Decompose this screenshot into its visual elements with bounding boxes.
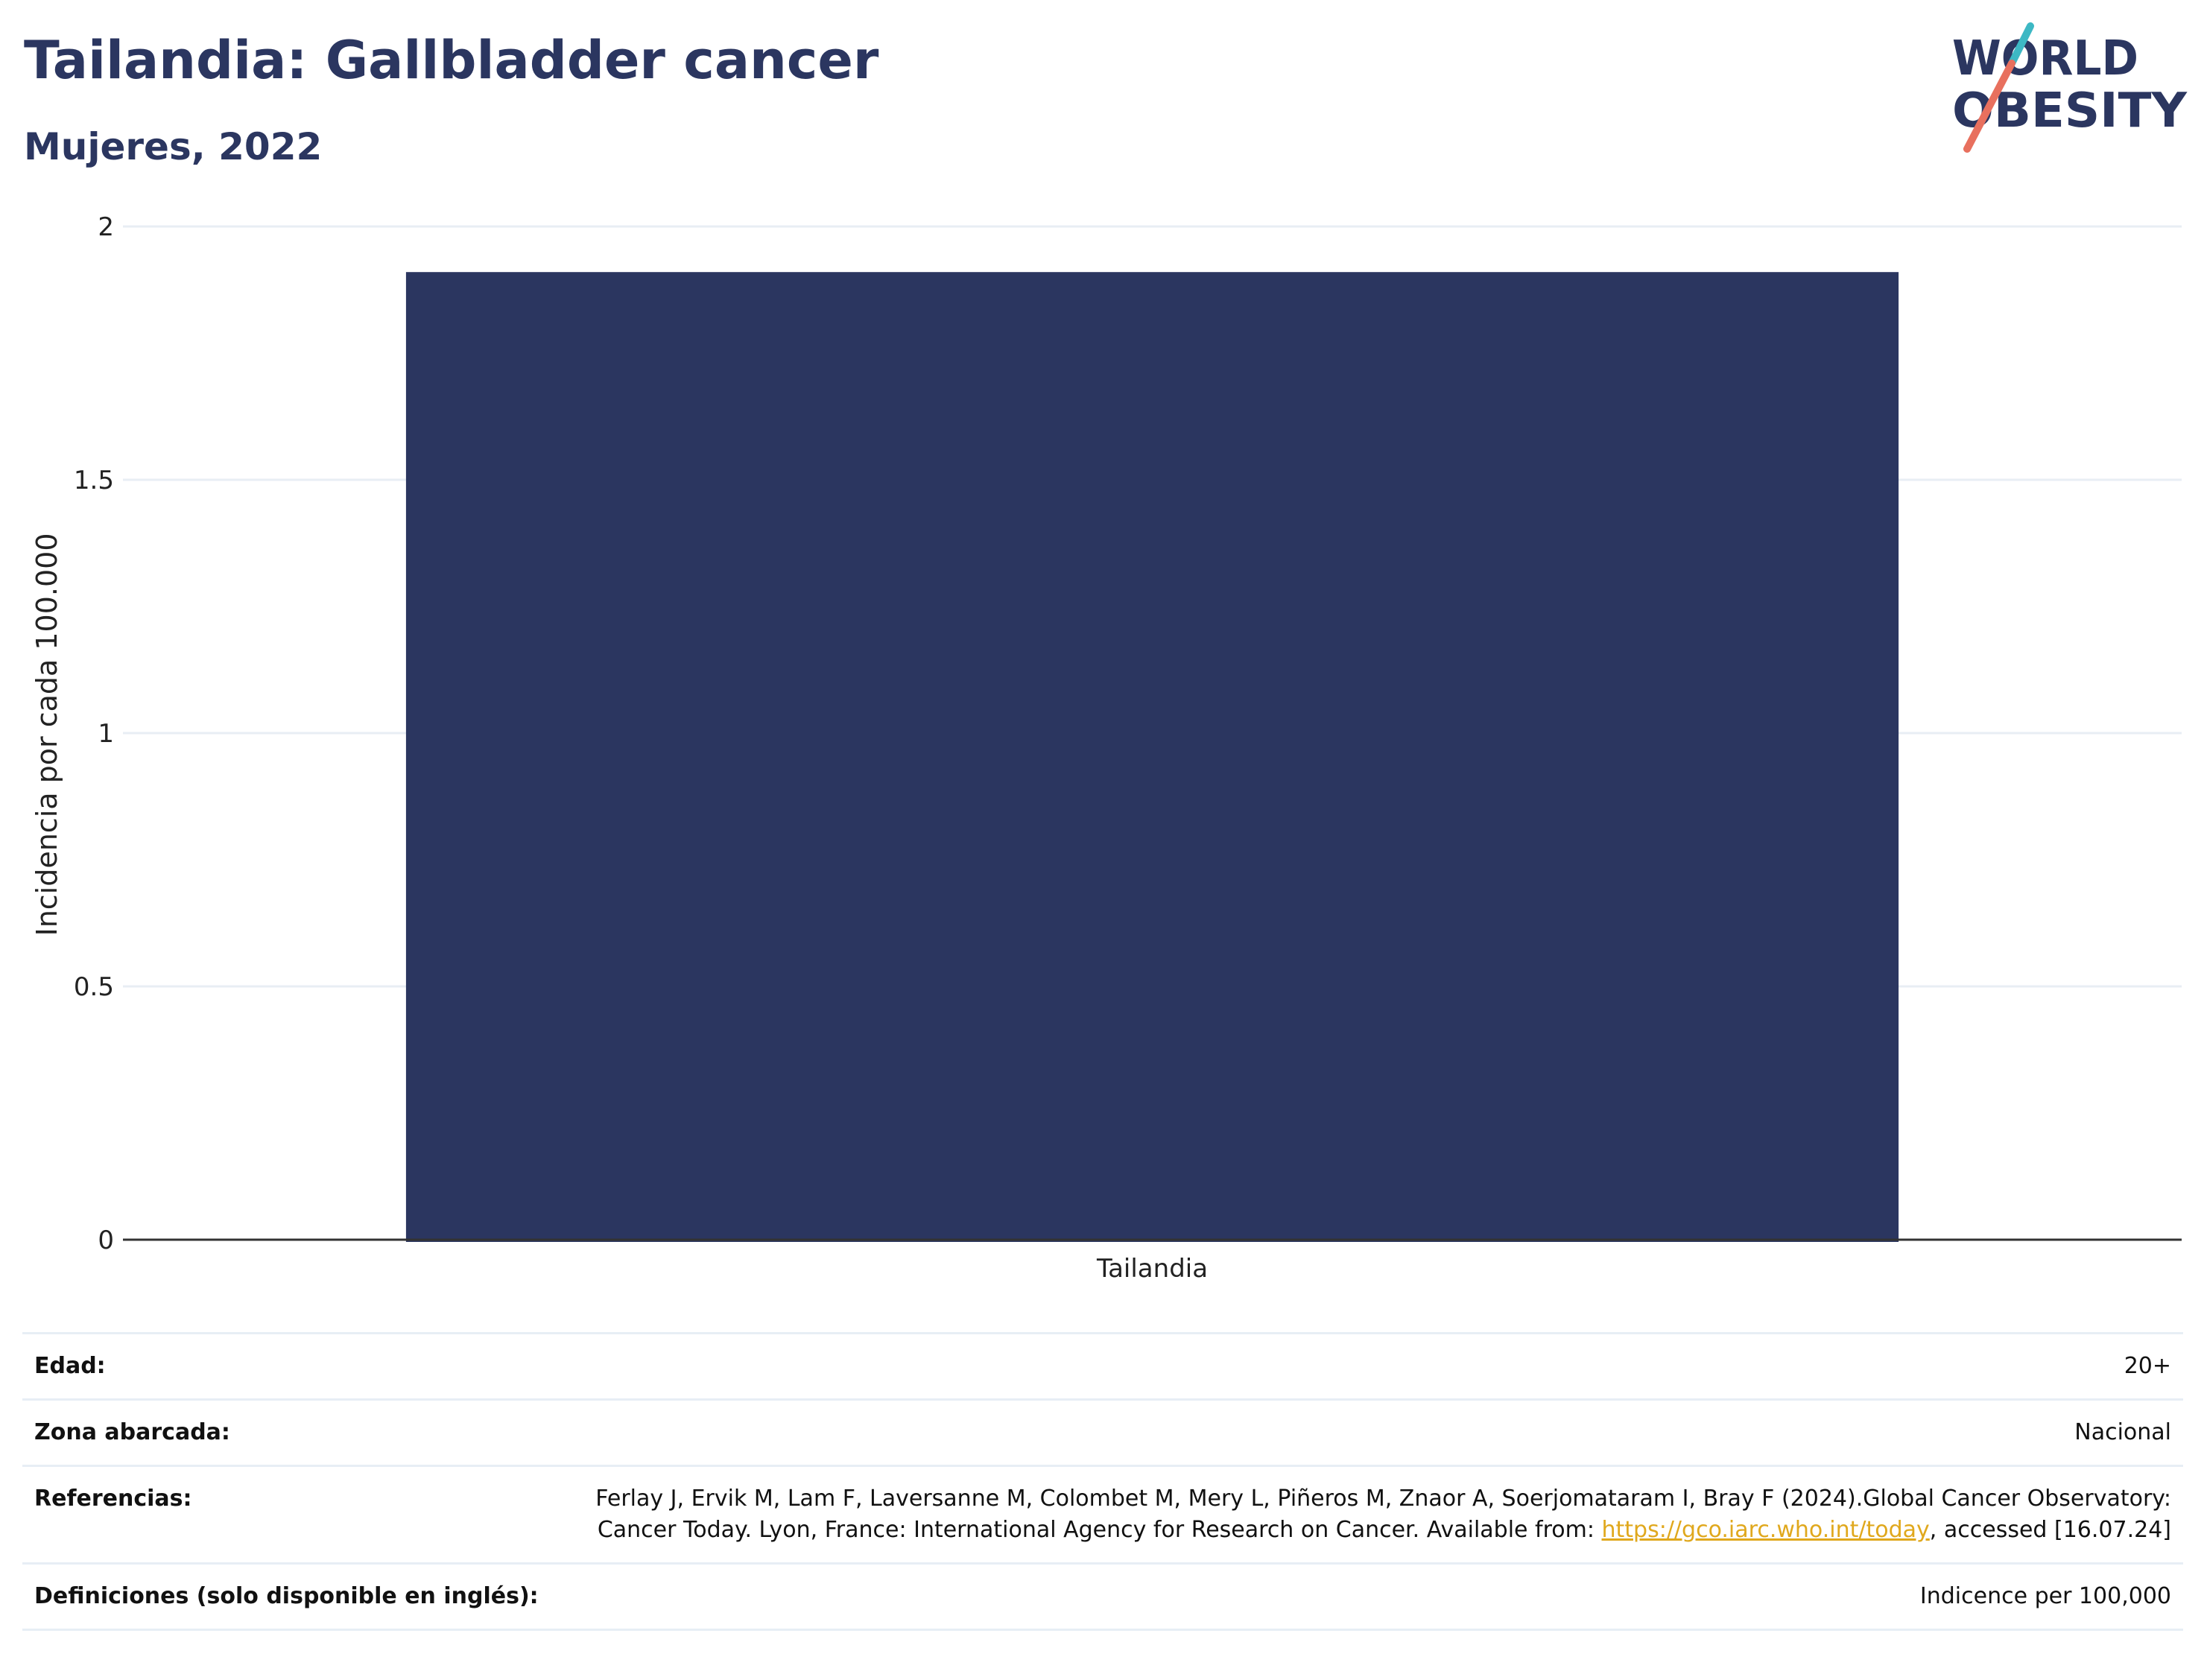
y-tick-label: 2	[98, 212, 114, 242]
chart-title: Tailandia: Gallbladder cancer	[24, 30, 879, 91]
definitions-value: Indicence per 100,000	[583, 1562, 2183, 1631]
logo-slash-bottom	[1963, 60, 2015, 153]
y-tick-label: 1	[98, 719, 114, 749]
logo-slash-top	[2008, 22, 2034, 67]
chart-subtitle: Mujeres, 2022	[24, 125, 323, 168]
definitions-key: Definiciones (solo disponible en inglés)…	[22, 1562, 583, 1631]
y-axis-title: Incidencia por cada 100.000	[31, 533, 63, 936]
bars	[405, 272, 1899, 1243]
y-tick-label: 0	[98, 1226, 114, 1255]
info-row-definitions: Definiciones (solo disponible en inglés)…	[22, 1562, 2183, 1631]
reference-link[interactable]: https://gco.iarc.who.int/today	[1601, 1517, 1930, 1543]
world-obesity-logo[interactable]: WORLD OBESITY	[1937, 22, 2191, 156]
references-text: Ferlay J, Ervik M, Lam F, Laversanne M, …	[595, 1486, 2171, 1543]
info-row-references: Referencias: Ferlay J, Ervik M, Lam F, L…	[22, 1465, 2183, 1565]
logo-line-2: OBESITY	[1952, 83, 2188, 139]
x-tick-label: Tailandia	[1096, 1254, 1208, 1284]
area-value: Nacional	[583, 1398, 2183, 1467]
references-key: Referencias:	[22, 1465, 583, 1565]
axes: 0 0.5 1 1.5 2 Tailandia	[74, 212, 2182, 1284]
y-tick-label: 0.5	[74, 972, 114, 1002]
logo-line-1: WORLD	[1952, 31, 2138, 86]
references-text-end: , accessed [16.07.24]	[1929, 1517, 2171, 1543]
area-key: Zona abarcada:	[22, 1398, 583, 1467]
info-row-area: Zona abarcada: Nacional	[22, 1398, 2183, 1467]
info-row-age: Edad: 20+	[22, 1332, 2183, 1401]
bar-chart: 0 0.5 1 1.5 2 Tailandia Incidencia por cada 1…	[31, 212, 2182, 1284]
y-tick-label: 1.5	[74, 466, 114, 495]
references-value: Ferlay J, Ervik M, Lam F, Laversanne M, …	[583, 1465, 2183, 1565]
age-value: 20+	[583, 1332, 2183, 1401]
age-key: Edad:	[22, 1332, 583, 1401]
info-table: Edad: 20+ Zona abarcada: Nacional Refere…	[22, 1332, 2183, 1631]
bar[interactable]	[405, 272, 1899, 1243]
